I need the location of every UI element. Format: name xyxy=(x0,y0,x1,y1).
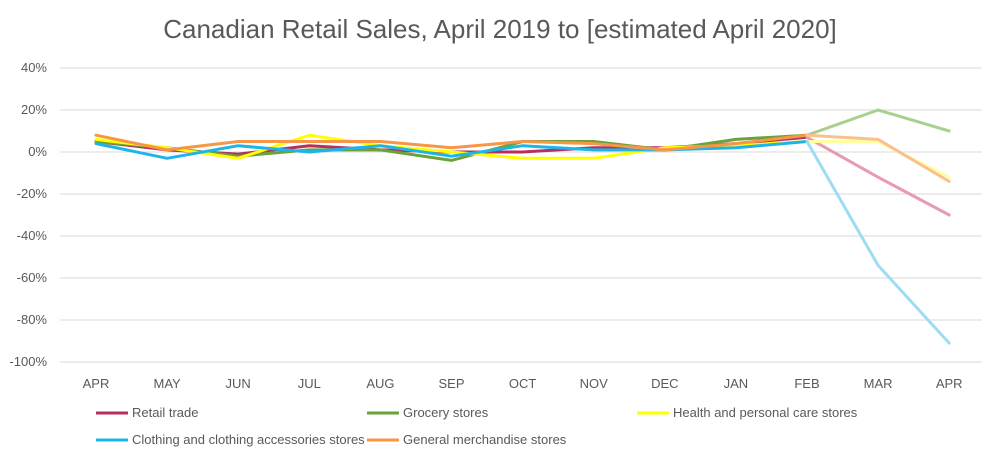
x-tick-label: FEB xyxy=(794,376,819,391)
legend-item: Health and personal care stores xyxy=(637,405,858,420)
y-tick-label: 20% xyxy=(21,102,47,117)
y-tick-label: 40% xyxy=(21,60,47,75)
legend-label: Health and personal care stores xyxy=(673,405,858,420)
x-tick-label: JAN xyxy=(724,376,749,391)
series-line-estimated xyxy=(805,133,951,183)
chart-title: Canadian Retail Sales, April 2019 to [es… xyxy=(163,14,837,44)
series-line-estimated xyxy=(805,108,951,137)
x-tick-label: SEP xyxy=(438,376,464,391)
x-tick-label: APR xyxy=(936,376,963,391)
y-tick-label: -80% xyxy=(17,312,48,327)
series-clothing-and-clothing-accessories-stores xyxy=(94,140,951,345)
legend-item: Grocery stores xyxy=(367,405,489,420)
legend-label: General merchandise stores xyxy=(403,432,567,447)
y-tick-label: -60% xyxy=(17,270,48,285)
y-tick-label: -100% xyxy=(9,354,47,369)
y-tick-label: 0% xyxy=(28,144,47,159)
y-axis-ticks: 40% 20% 0% -20% -40% -60% -80% -100% xyxy=(9,60,47,369)
legend: Retail trade Grocery stores Health and per… xyxy=(96,405,858,447)
x-tick-label: JUL xyxy=(298,376,321,391)
legend-item: Retail trade xyxy=(96,405,198,420)
x-axis-ticks: APR MAY JUN JUL AUG SEP OCT NOV DEC JAN FEB MAR APR xyxy=(83,376,963,391)
gridlines xyxy=(60,67,982,363)
series-line xyxy=(94,133,809,152)
legend-item: General merchandise stores xyxy=(367,432,567,447)
legend-label: Retail trade xyxy=(132,405,198,420)
x-tick-label: MAR xyxy=(864,376,893,391)
series-general-merchandise-stores xyxy=(94,133,951,183)
x-tick-label: APR xyxy=(83,376,110,391)
series-line-estimated xyxy=(805,140,951,179)
legend-label: Clothing and clothing accessories stores xyxy=(132,432,365,447)
legend-label: Grocery stores xyxy=(403,405,489,420)
x-tick-label: OCT xyxy=(509,376,537,391)
series-lines xyxy=(94,108,951,345)
legend-item: Clothing and clothing accessories stores xyxy=(96,432,365,447)
x-tick-label: AUG xyxy=(366,376,394,391)
y-tick-label: -40% xyxy=(17,228,48,243)
y-tick-label: -20% xyxy=(17,186,48,201)
x-tick-label: NOV xyxy=(580,376,609,391)
series-line-estimated xyxy=(805,140,951,345)
x-tick-label: JUN xyxy=(226,376,251,391)
x-tick-label: DEC xyxy=(651,376,678,391)
x-tick-label: MAY xyxy=(153,376,181,391)
series-line-estimated xyxy=(805,135,951,217)
